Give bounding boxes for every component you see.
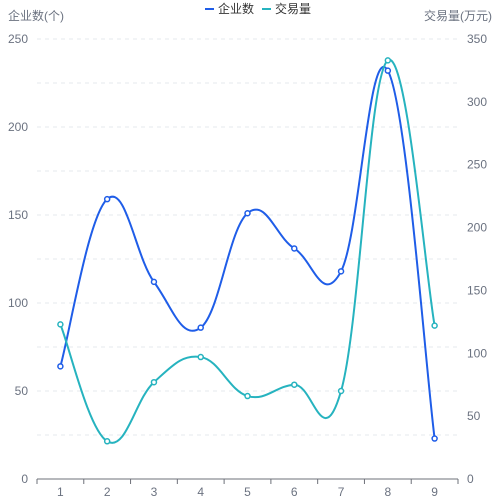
right-axis-tick-label: 0 (467, 472, 474, 486)
series-1 (57, 66, 438, 442)
x-axis-tick-label: 9 (431, 485, 438, 499)
grid-lines (37, 38, 458, 436)
data-point (57, 321, 64, 328)
right-axis-tick-label: 50 (467, 409, 481, 423)
x-axis-tick-label: 4 (197, 485, 204, 499)
x-axis-tick-label: 2 (104, 485, 111, 499)
data-point (291, 245, 298, 252)
data-point (384, 57, 392, 64)
data-point (337, 268, 345, 275)
legend: 企业数 交易量 (205, 1, 311, 16)
right-axis-tick-label: 250 (467, 158, 487, 172)
left-axis-tick-label: 0 (21, 472, 28, 486)
axes: 0 50 100 150 200 250 0 50 100 150 200 250 300 350 1 2 3 4… (8, 32, 487, 499)
data-point (57, 363, 64, 370)
x-axis-tick-label: 8 (384, 485, 391, 499)
right-axis-tick-label: 100 (467, 346, 487, 360)
x-axis-tick-label: 1 (57, 485, 64, 499)
right-axis-tick-label: 350 (467, 32, 487, 46)
data-point (431, 322, 438, 329)
right-axis-tick-label: 150 (467, 283, 487, 297)
x-axis-tick-label: 3 (151, 485, 158, 499)
right-axis-tick-label: 300 (467, 95, 487, 109)
data-point (103, 438, 111, 445)
x-axis-tick-label: 5 (244, 485, 251, 499)
data-point (384, 67, 392, 74)
left-axis-title: 企业数(个) (8, 8, 64, 23)
legend-label: 企业数 (218, 1, 254, 16)
data-point (197, 353, 204, 361)
x-axis-tick-label: 7 (338, 485, 345, 499)
left-axis-tick-label: 100 (8, 296, 28, 310)
right-axis-tick-label: 200 (467, 221, 487, 235)
data-point (150, 278, 158, 286)
data-point (197, 324, 204, 331)
legend-label: 交易量 (275, 1, 311, 16)
data-point (291, 381, 298, 388)
left-axis-tick-label: 50 (15, 384, 29, 398)
data-point (337, 387, 345, 395)
x-axis-tick-label: 6 (291, 485, 298, 499)
data-point (244, 209, 251, 217)
data-point (103, 195, 111, 203)
data-point (431, 435, 438, 442)
left-axis-tick-label: 150 (8, 208, 28, 222)
series-line (59, 59, 436, 444)
data-point (244, 392, 251, 400)
right-axis-title: 交易量(万元) (424, 8, 492, 23)
left-axis-tick-label: 200 (8, 120, 28, 134)
series-line (59, 66, 436, 439)
series-2 (57, 57, 438, 445)
left-axis-tick-label: 250 (8, 32, 28, 46)
series-layer (57, 57, 438, 445)
data-point (150, 378, 158, 386)
